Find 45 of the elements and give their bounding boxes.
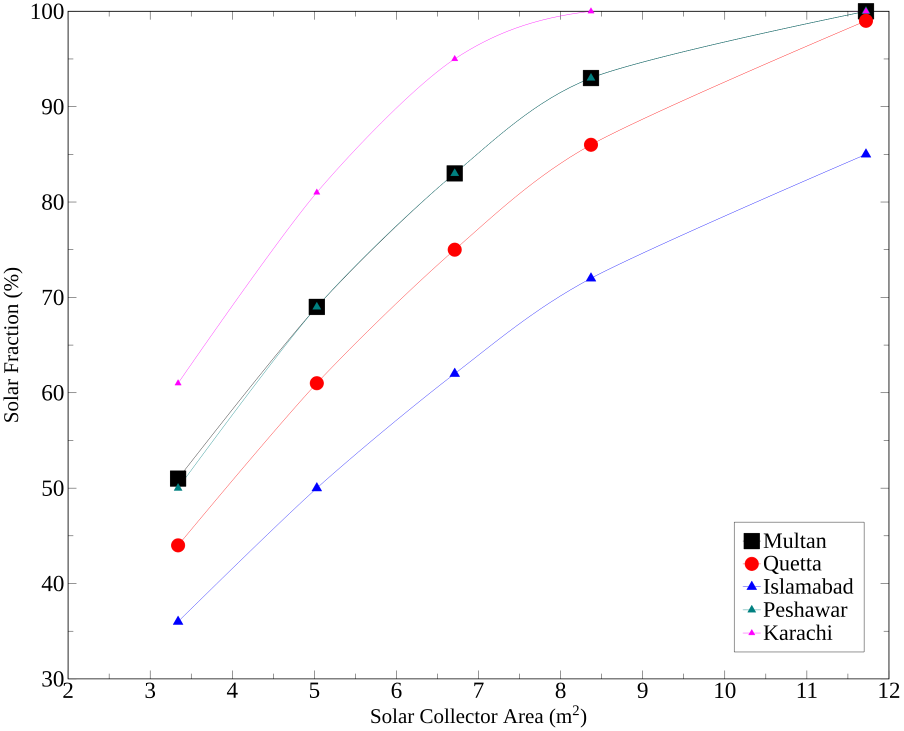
- legend-label: Multan: [764, 532, 826, 548]
- x-tick-label: 12: [879, 682, 900, 698]
- legend-label: Peshawar: [764, 601, 848, 617]
- y-tick-label: 100: [32, 3, 64, 20]
- y-tick-label: 60: [42, 384, 64, 401]
- point: [584, 138, 598, 152]
- x-tick-label: 7: [474, 682, 484, 698]
- legend-label: Quetta: [764, 556, 822, 574]
- x-tick-label: 2: [63, 682, 73, 698]
- y-tick-label: 80: [42, 194, 64, 210]
- x-axis-title: Solar Collector Area (m$^{2}$): [371, 705, 586, 728]
- point: [172, 616, 184, 625]
- x-tick-label: 3: [146, 682, 156, 698]
- point: [586, 272, 596, 282]
- point: [586, 73, 596, 81]
- point: [450, 368, 460, 377]
- x-tick-label: 4: [226, 682, 238, 698]
- y-tick-label: 50: [42, 480, 64, 496]
- point: [450, 168, 460, 176]
- point: [858, 14, 874, 28]
- y-tick-label: 90: [42, 98, 64, 114]
- point: [170, 470, 186, 487]
- point: [448, 242, 462, 257]
- point: [451, 55, 458, 62]
- x-tick-label: 9: [638, 682, 648, 698]
- x-tick-label: 6: [392, 682, 402, 698]
- point: [171, 538, 186, 552]
- legend-label: Karachi: [764, 624, 832, 640]
- point: [312, 482, 322, 492]
- y-tick-label: 40: [42, 576, 64, 592]
- x-tick-label: 11: [798, 682, 817, 698]
- point: [588, 7, 594, 14]
- x-tick-label: 10: [715, 682, 736, 698]
- x-tick-label: 8: [556, 682, 566, 698]
- point: [174, 379, 182, 386]
- legend-label: Islamabad: [764, 578, 854, 594]
- x-tick-label: 5: [310, 682, 320, 698]
- y-axis-title: Solar Fraction (%): [4, 268, 23, 422]
- point: [312, 302, 322, 310]
- y-tick-label: 30: [42, 671, 64, 687]
- point: [174, 483, 182, 491]
- point: [310, 376, 324, 390]
- y-tick-label: 70: [42, 290, 64, 306]
- point: [313, 188, 320, 195]
- point: [860, 148, 872, 158]
